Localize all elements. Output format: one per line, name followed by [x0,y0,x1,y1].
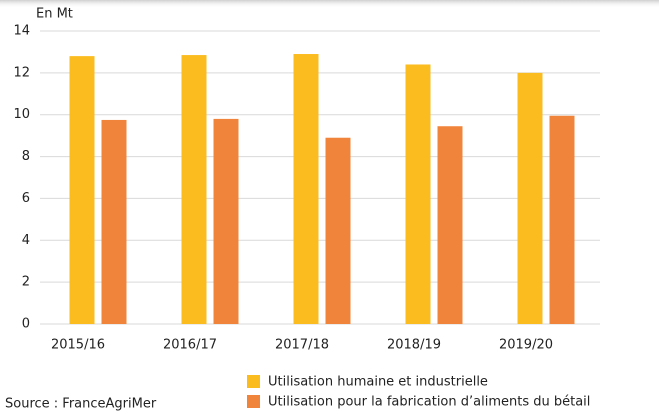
legend-swatch [247,395,260,408]
bar [549,115,575,324]
bar [405,64,431,324]
bar [69,56,95,324]
legend-label: Utilisation pour la fabrication d’alimen… [268,395,590,410]
x-tick-label: 2019/20 [499,338,553,353]
bar [517,72,543,324]
bar [101,119,127,324]
legend-swatch [247,375,260,388]
legend-label: Utilisation humaine et industrielle [268,375,488,390]
bar [325,137,351,324]
y-tick-label: 12 [13,65,30,80]
y-tick-label: 4 [22,233,30,248]
y-tick-label: 10 [13,107,30,122]
x-tick-label: 2015/16 [51,338,105,353]
source: Source : FranceAgriMer [5,397,157,412]
y-tick-label: 0 [22,317,30,332]
x-tick-label: 2016/17 [163,338,217,353]
top-shadow [0,0,659,8]
bar [181,55,207,324]
y-tick-label: 8 [22,149,30,164]
x-tick-label: 2017/18 [275,338,329,353]
bar [437,126,463,324]
y-tick-label: 6 [22,191,30,206]
y-tick-label: 14 [13,24,30,39]
bar [213,118,239,325]
x-tick-label: 2018/19 [387,338,441,353]
y-tick-label: 2 [22,275,30,290]
y-axis-label: En Mt [36,7,73,22]
bar [293,54,319,325]
